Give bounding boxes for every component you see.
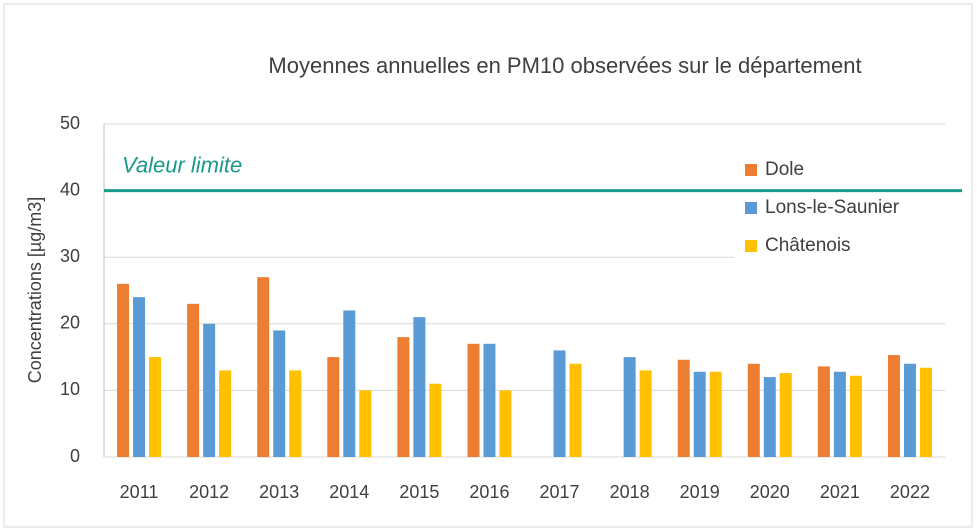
bar: [257, 277, 270, 457]
legend-swatch: [745, 240, 757, 252]
x-tick-label: 2015: [399, 482, 439, 502]
bar: [413, 317, 426, 457]
bar: [817, 366, 830, 457]
bar: [569, 363, 582, 457]
x-tick-label: 2019: [680, 482, 720, 502]
y-axis-label: Concentrations [µg/m3]: [25, 197, 45, 383]
legend-label: Châtenois: [765, 235, 851, 256]
x-tick-label: 2018: [610, 482, 650, 502]
x-tick-label: 2017: [540, 482, 580, 502]
bar: [359, 390, 372, 457]
bar: [133, 297, 146, 457]
x-tick-label: 2022: [890, 482, 930, 502]
bar: [429, 383, 442, 457]
y-tick-label: 50: [60, 113, 80, 133]
chart-title: Moyennes annuelles en PM10 observées sur…: [268, 53, 861, 78]
legend-swatch: [745, 164, 757, 176]
x-tick-label: 2013: [259, 482, 299, 502]
bar: [903, 363, 916, 457]
bar: [117, 283, 130, 457]
bar: [709, 371, 722, 457]
bar: [499, 390, 512, 457]
x-tick-label: 2016: [469, 482, 509, 502]
bar: [639, 370, 652, 457]
bar: [273, 330, 286, 457]
bar: [397, 337, 410, 457]
bar: [887, 355, 900, 457]
bar: [203, 323, 216, 457]
y-tick-label: 0: [70, 446, 80, 466]
y-tick-label: 40: [60, 179, 80, 199]
x-tick-label: 2020: [750, 482, 790, 502]
bar: [849, 375, 862, 457]
bar: [187, 303, 200, 457]
y-tick-label: 10: [60, 379, 80, 399]
bar: [467, 343, 480, 457]
bar: [763, 377, 776, 457]
bar: [919, 367, 932, 457]
legend-label: Dole: [765, 159, 804, 180]
bar: [219, 370, 232, 457]
x-tick-label: 2011: [120, 482, 159, 502]
y-tick-label: 30: [60, 246, 80, 266]
bar: [623, 357, 636, 457]
x-tick-label: 2012: [189, 482, 229, 502]
y-tick-label: 20: [60, 313, 80, 333]
bar: [149, 357, 162, 457]
bar: [483, 343, 496, 457]
bar: [747, 363, 760, 457]
bar: [553, 350, 566, 457]
bar: [289, 370, 302, 457]
bar: [343, 310, 356, 457]
bar: [833, 371, 846, 457]
reference-label: Valeur limite: [122, 152, 242, 177]
x-tick-label: 2021: [820, 482, 860, 502]
legend-swatch: [745, 202, 757, 214]
bar: [677, 359, 690, 457]
bar: [779, 373, 792, 457]
bar: [693, 371, 706, 457]
bar: [327, 357, 340, 457]
legend-box: [735, 150, 945, 260]
x-tick-label: 2014: [329, 482, 369, 502]
legend-label: Lons-le-Saunier: [765, 197, 900, 218]
